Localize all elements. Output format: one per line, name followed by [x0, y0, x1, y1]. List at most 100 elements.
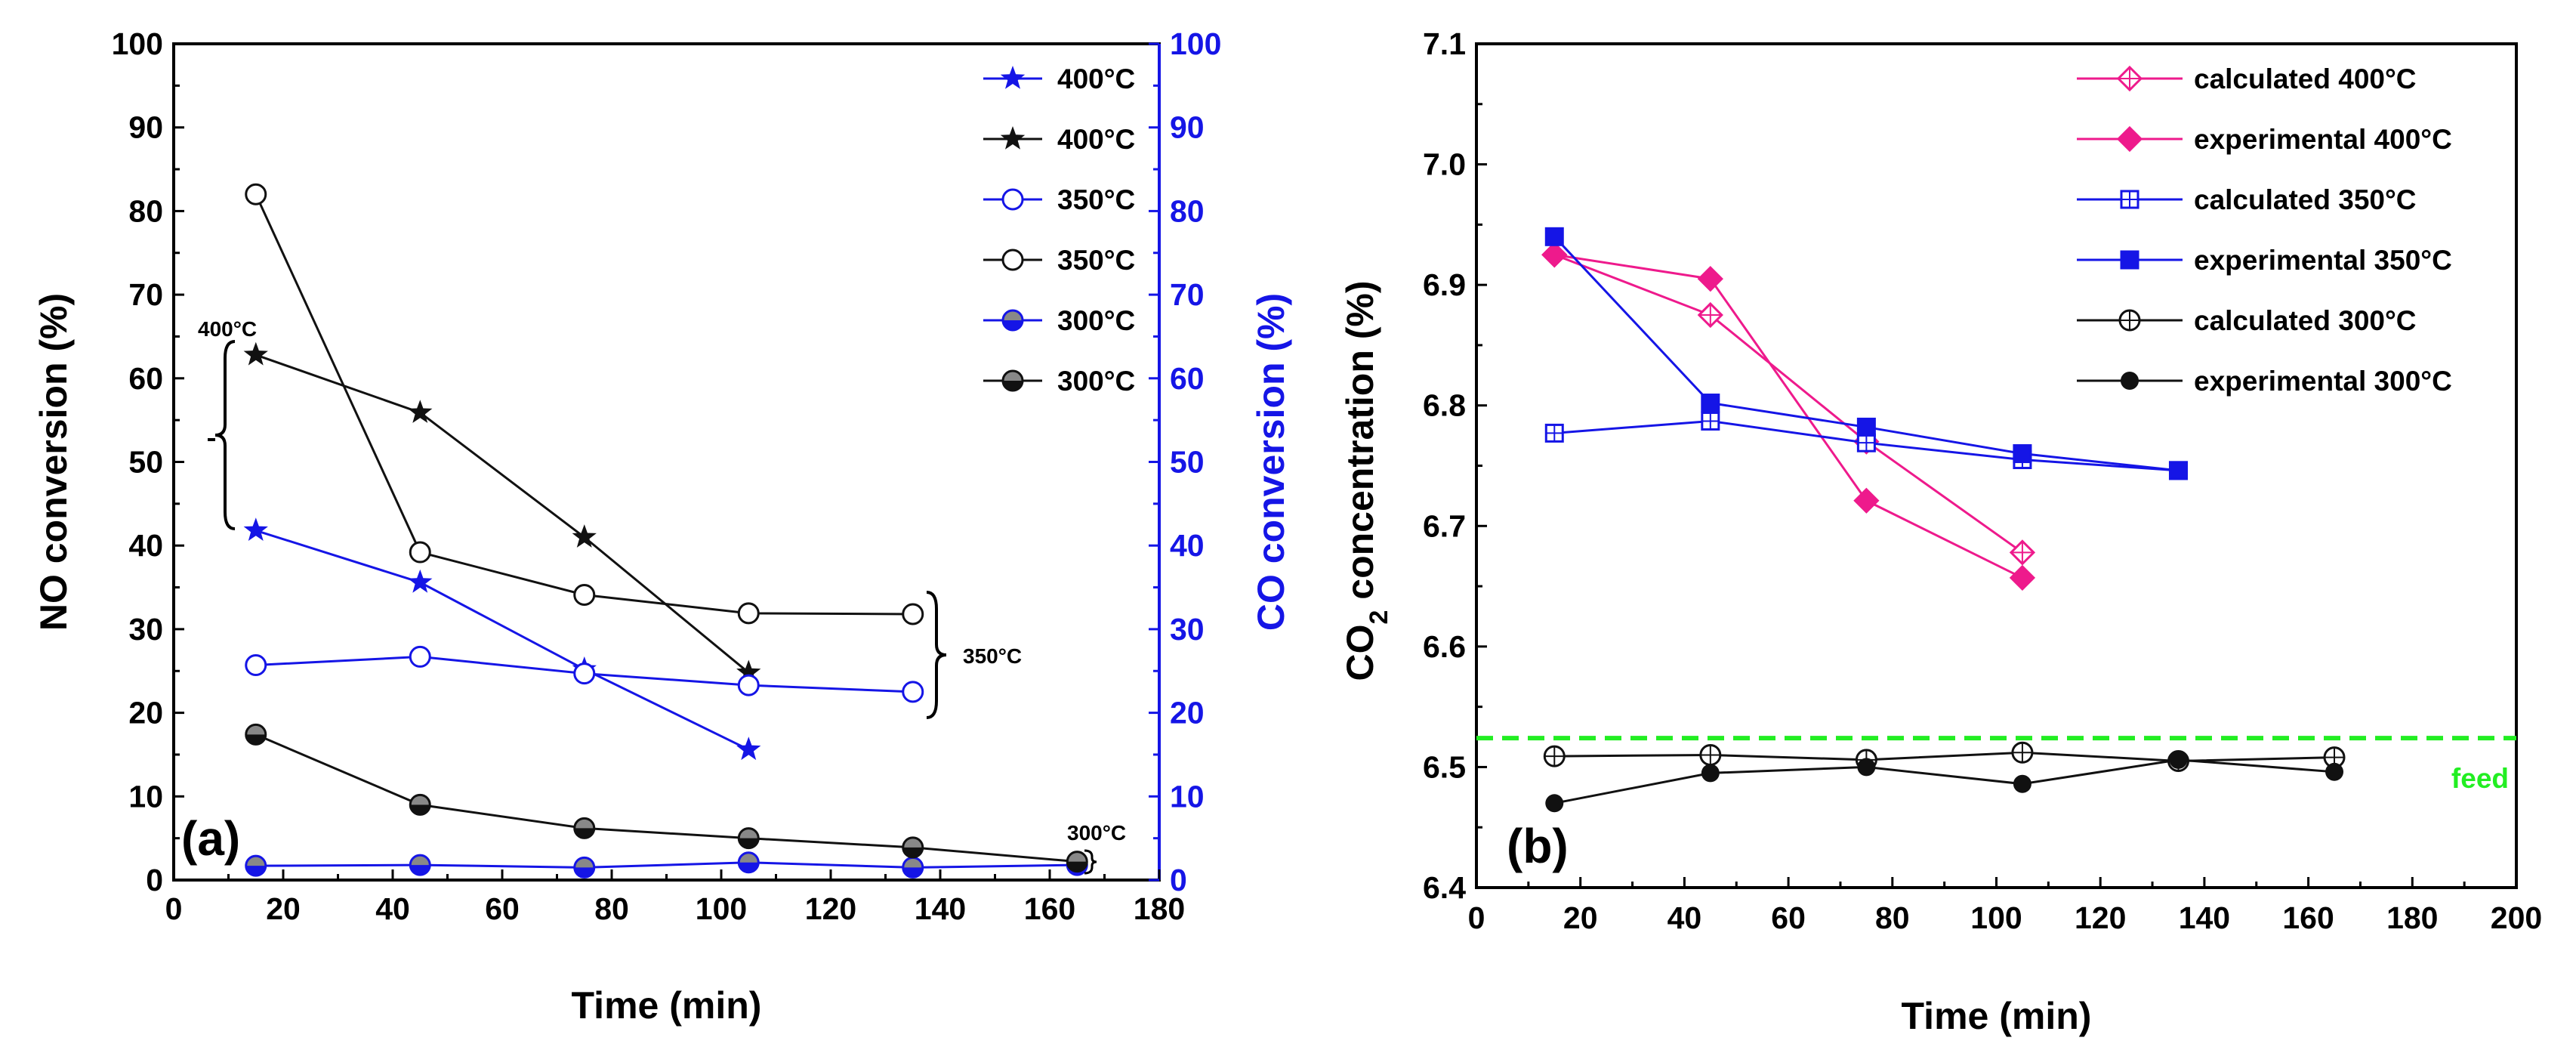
- legend-a: 400°C 400°C 350°C 350°C 300°C 300°C: [983, 63, 1135, 397]
- y2-tick-label: 80: [1170, 193, 1205, 228]
- data-point: [2013, 444, 2032, 464]
- series-line: [1553, 253, 2023, 554]
- series-1: [1541, 242, 2036, 591]
- x-tick-label: 80: [594, 891, 629, 926]
- x-tick-label: 140: [2179, 900, 2230, 935]
- series-5: [245, 723, 1088, 873]
- data-point: [243, 517, 268, 541]
- y-tick-label: 70: [128, 277, 163, 312]
- data-point: [736, 659, 761, 684]
- legend-marker: [1000, 66, 1026, 89]
- data-point: [2169, 750, 2188, 769]
- x-axis-title: Time (min): [1902, 995, 2092, 1037]
- x-tick-label: 60: [1771, 900, 1806, 935]
- series-4: [245, 851, 1088, 879]
- series-3: [1544, 227, 2188, 480]
- y-tick-label: 6.9: [1423, 267, 1466, 302]
- series-line: [1554, 253, 2023, 579]
- x-tick-label: 140: [915, 891, 966, 926]
- brace-400: [214, 340, 236, 530]
- data-point: [1699, 743, 1722, 766]
- x-tick-label: 180: [1134, 891, 1185, 926]
- data-point: [902, 856, 924, 879]
- data-point: [245, 183, 267, 205]
- series-line: [255, 529, 749, 751]
- data-point: [737, 827, 760, 850]
- x-tick-label: 120: [2075, 900, 2126, 935]
- data-point: [409, 854, 431, 876]
- y-axis-title: CO2 concentration (%): [1339, 280, 1393, 681]
- legend-marker: [2116, 125, 2143, 153]
- panel-b-frame: [1475, 42, 2518, 889]
- y-tick-label: 80: [128, 193, 163, 228]
- legend-marker: [2121, 372, 2139, 390]
- legend-b: calculated 400°C experimental 400°C calcul…: [2077, 63, 2452, 397]
- data-point: [1853, 487, 1880, 514]
- x-tick-label: 200: [2491, 900, 2542, 935]
- y2-tick-label: 60: [1170, 361, 1205, 396]
- data-point: [243, 341, 268, 366]
- data-point: [245, 723, 267, 746]
- data-point: [2009, 539, 2036, 566]
- data-point: [902, 603, 924, 625]
- y-tick-label: 0: [146, 863, 163, 897]
- y-tick-label: 10: [128, 779, 163, 814]
- annotation-350: 350°C: [963, 644, 1022, 668]
- legend-label: calculated 400°C: [2194, 63, 2417, 94]
- x-tick-label: 180: [2386, 900, 2438, 935]
- data-point: [1856, 433, 1876, 452]
- data-point: [2009, 564, 2036, 591]
- panel-a-frame: [172, 42, 1161, 882]
- legend-label: calculated 350°C: [2194, 184, 2417, 215]
- data-point: [1545, 794, 1564, 813]
- panel-label: (a): [181, 811, 240, 866]
- y2-tick-label: 0: [1170, 863, 1187, 897]
- data-point: [573, 856, 596, 879]
- brace-300: [1084, 849, 1097, 875]
- x-tick-label: 60: [485, 891, 520, 926]
- legend-label: calculated 300°C: [2194, 305, 2417, 336]
- data-point: [245, 854, 267, 877]
- data-point: [409, 793, 431, 816]
- x-tick-label: 40: [1667, 900, 1702, 935]
- data-point: [736, 737, 761, 761]
- y-tick-label: 7.0: [1423, 147, 1466, 182]
- legend-marker: [1001, 309, 1024, 332]
- data-point: [737, 851, 760, 874]
- y2-tick-label: 20: [1170, 696, 1205, 730]
- y-tick-label: 6.6: [1423, 629, 1466, 664]
- data-point: [1701, 764, 1720, 783]
- legend-marker: [1001, 188, 1024, 211]
- x-tick-label: 100: [696, 891, 747, 926]
- legend-label: 400°C: [1057, 124, 1135, 155]
- data-point: [408, 569, 433, 593]
- series-1: [243, 341, 761, 684]
- y2-axis-title: CO conversion (%): [1250, 293, 1292, 631]
- legend-marker: [1001, 369, 1024, 392]
- data-point: [902, 836, 924, 859]
- data-point: [1541, 242, 1568, 268]
- data-point: [409, 645, 431, 668]
- y-tick-label: 20: [128, 696, 163, 730]
- legend-marker: [2120, 190, 2139, 209]
- x-tick-label: 20: [266, 891, 301, 926]
- data-point: [2011, 741, 2034, 764]
- x-tick-label: 20: [1563, 900, 1598, 935]
- data-point: [573, 584, 596, 607]
- data-point: [409, 541, 431, 564]
- y-tick-label: 6.4: [1423, 870, 1466, 905]
- feed-label: feed: [2451, 763, 2509, 794]
- x-tick-label: 80: [1875, 900, 1910, 935]
- legend-label: 300°C: [1057, 305, 1135, 336]
- legend-marker: [2116, 65, 2143, 92]
- legend-marker: [1001, 249, 1024, 271]
- legend-label: 400°C: [1057, 63, 1135, 94]
- y2-tick-label: 40: [1170, 528, 1205, 563]
- series-line: [255, 193, 913, 616]
- data-point: [2013, 774, 2031, 793]
- data-point: [2325, 762, 2344, 781]
- data-point: [245, 654, 267, 677]
- panel-label: (b): [1507, 819, 1569, 873]
- data-point: [1701, 394, 1720, 413]
- y2-tick-label: 100: [1170, 26, 1221, 61]
